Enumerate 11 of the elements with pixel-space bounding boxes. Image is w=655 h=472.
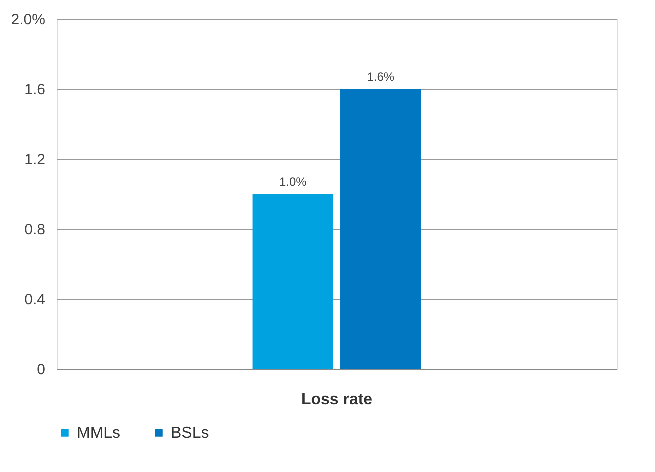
- y-tick-label: 1.2: [24, 152, 46, 168]
- y-tick-label: 0.4: [24, 292, 46, 308]
- x-tick-label: Loss rate: [301, 392, 373, 408]
- y-tick-label: 1.6: [24, 82, 46, 98]
- data-label: 1.6%: [367, 70, 395, 84]
- y-tick-label: 0: [37, 362, 46, 378]
- y-tick-label: 0.8: [24, 222, 46, 238]
- legend-label: MMLs: [77, 425, 121, 442]
- legend-label: BSLs: [171, 425, 210, 442]
- y-tick-label: 2.0%: [11, 12, 46, 28]
- data-label: 1.0%: [279, 175, 308, 189]
